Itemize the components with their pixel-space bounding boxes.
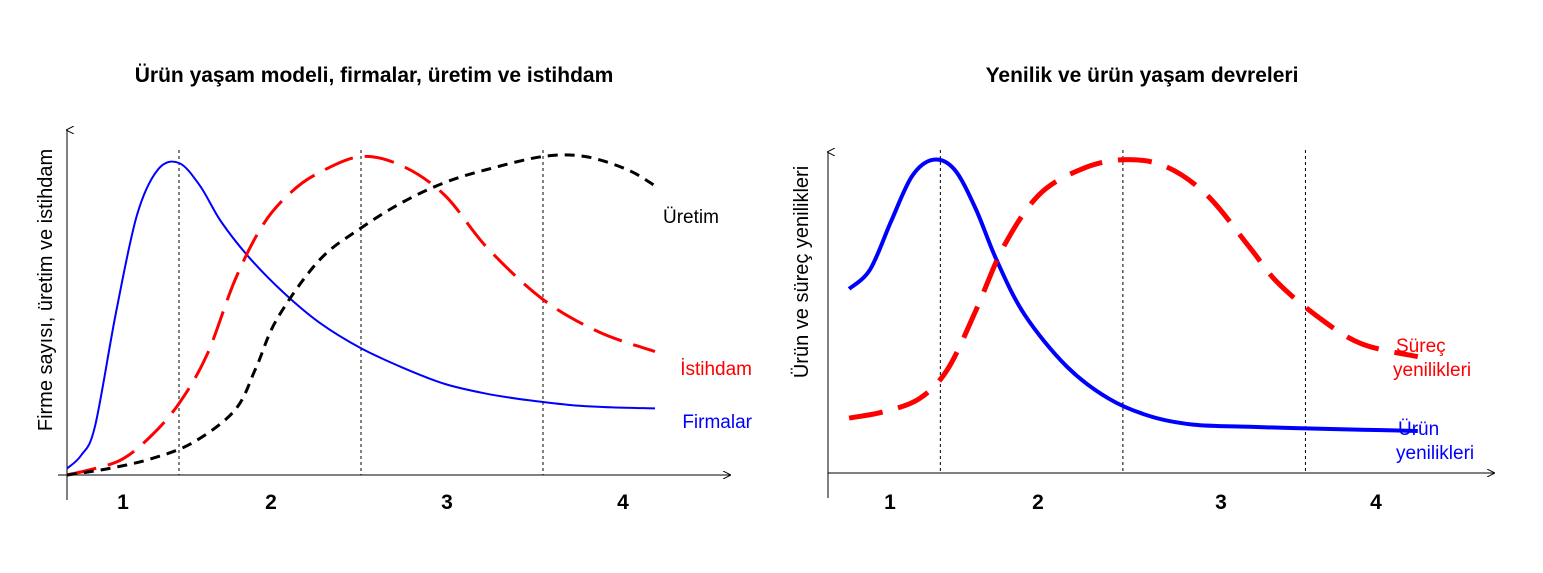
chart-left-x-tick-2: 2 bbox=[265, 491, 277, 514]
chart-left-y-axis-label: Firme sayısı, üretim ve istihdam bbox=[35, 149, 57, 431]
chart-right-series-label-surec-line2: yenilikleri bbox=[1393, 360, 1471, 381]
chart-left-x-tick-1: 1 bbox=[117, 491, 129, 514]
chart-left-series-label-istihdam: İstihdam bbox=[680, 359, 752, 380]
chart-right-series-line-1 bbox=[847, 157, 1418, 433]
chart-right-x-tick-4: 4 bbox=[1370, 491, 1382, 514]
chart-right-series-label-surec-line1: Süreç bbox=[1396, 336, 1446, 357]
chart-right-phase-lines bbox=[939, 150, 1306, 473]
chart-left-x-tick-3: 3 bbox=[441, 491, 453, 514]
chart-left-title: Ürün yaşam modeli, firmalar, üretim ve i… bbox=[135, 64, 614, 87]
chart-right-x-tick-1: 1 bbox=[884, 491, 896, 514]
chart-left-x-tick-4: 4 bbox=[617, 491, 629, 514]
chart-right-series-label-urun-line1: Ürün bbox=[1398, 419, 1439, 440]
chart-right-series bbox=[847, 157, 1419, 433]
chart-left-series-line-1 bbox=[66, 160, 656, 470]
chart-left: Ürün yaşam modeli, firmalar, üretim ve i… bbox=[35, 64, 753, 514]
chart-right: Yenilik ve ürün yaşam devreleri Ürün ve … bbox=[791, 64, 1494, 514]
chart-left-series-line-3 bbox=[66, 153, 656, 477]
chart-left-phase-lines bbox=[178, 150, 544, 475]
chart-right-series-label-urun: Ürün yenilikleri bbox=[1396, 419, 1474, 464]
chart-right-title: Yenilik ve ürün yaşam devreleri bbox=[986, 64, 1299, 87]
chart-left-series-label-uretim: Üretim bbox=[663, 207, 719, 228]
chart-left-series-line-2 bbox=[66, 154, 656, 477]
chart-right-y-axis-label: Ürün ve süreç yenilikleri bbox=[791, 166, 813, 378]
chart-right-series-label-urun-line2: yenilikleri bbox=[1396, 443, 1474, 464]
chart-right-x-tick-2: 2 bbox=[1032, 491, 1044, 514]
chart-left-series-label-firmalar: Firmalar bbox=[682, 412, 752, 433]
chart-left-series bbox=[66, 153, 656, 477]
chart-right-x-tick-3: 3 bbox=[1215, 491, 1227, 514]
chart-right-series-label-surec: Süreç yenilikleri bbox=[1393, 336, 1471, 381]
chart-right-series-line-2 bbox=[848, 157, 1419, 421]
